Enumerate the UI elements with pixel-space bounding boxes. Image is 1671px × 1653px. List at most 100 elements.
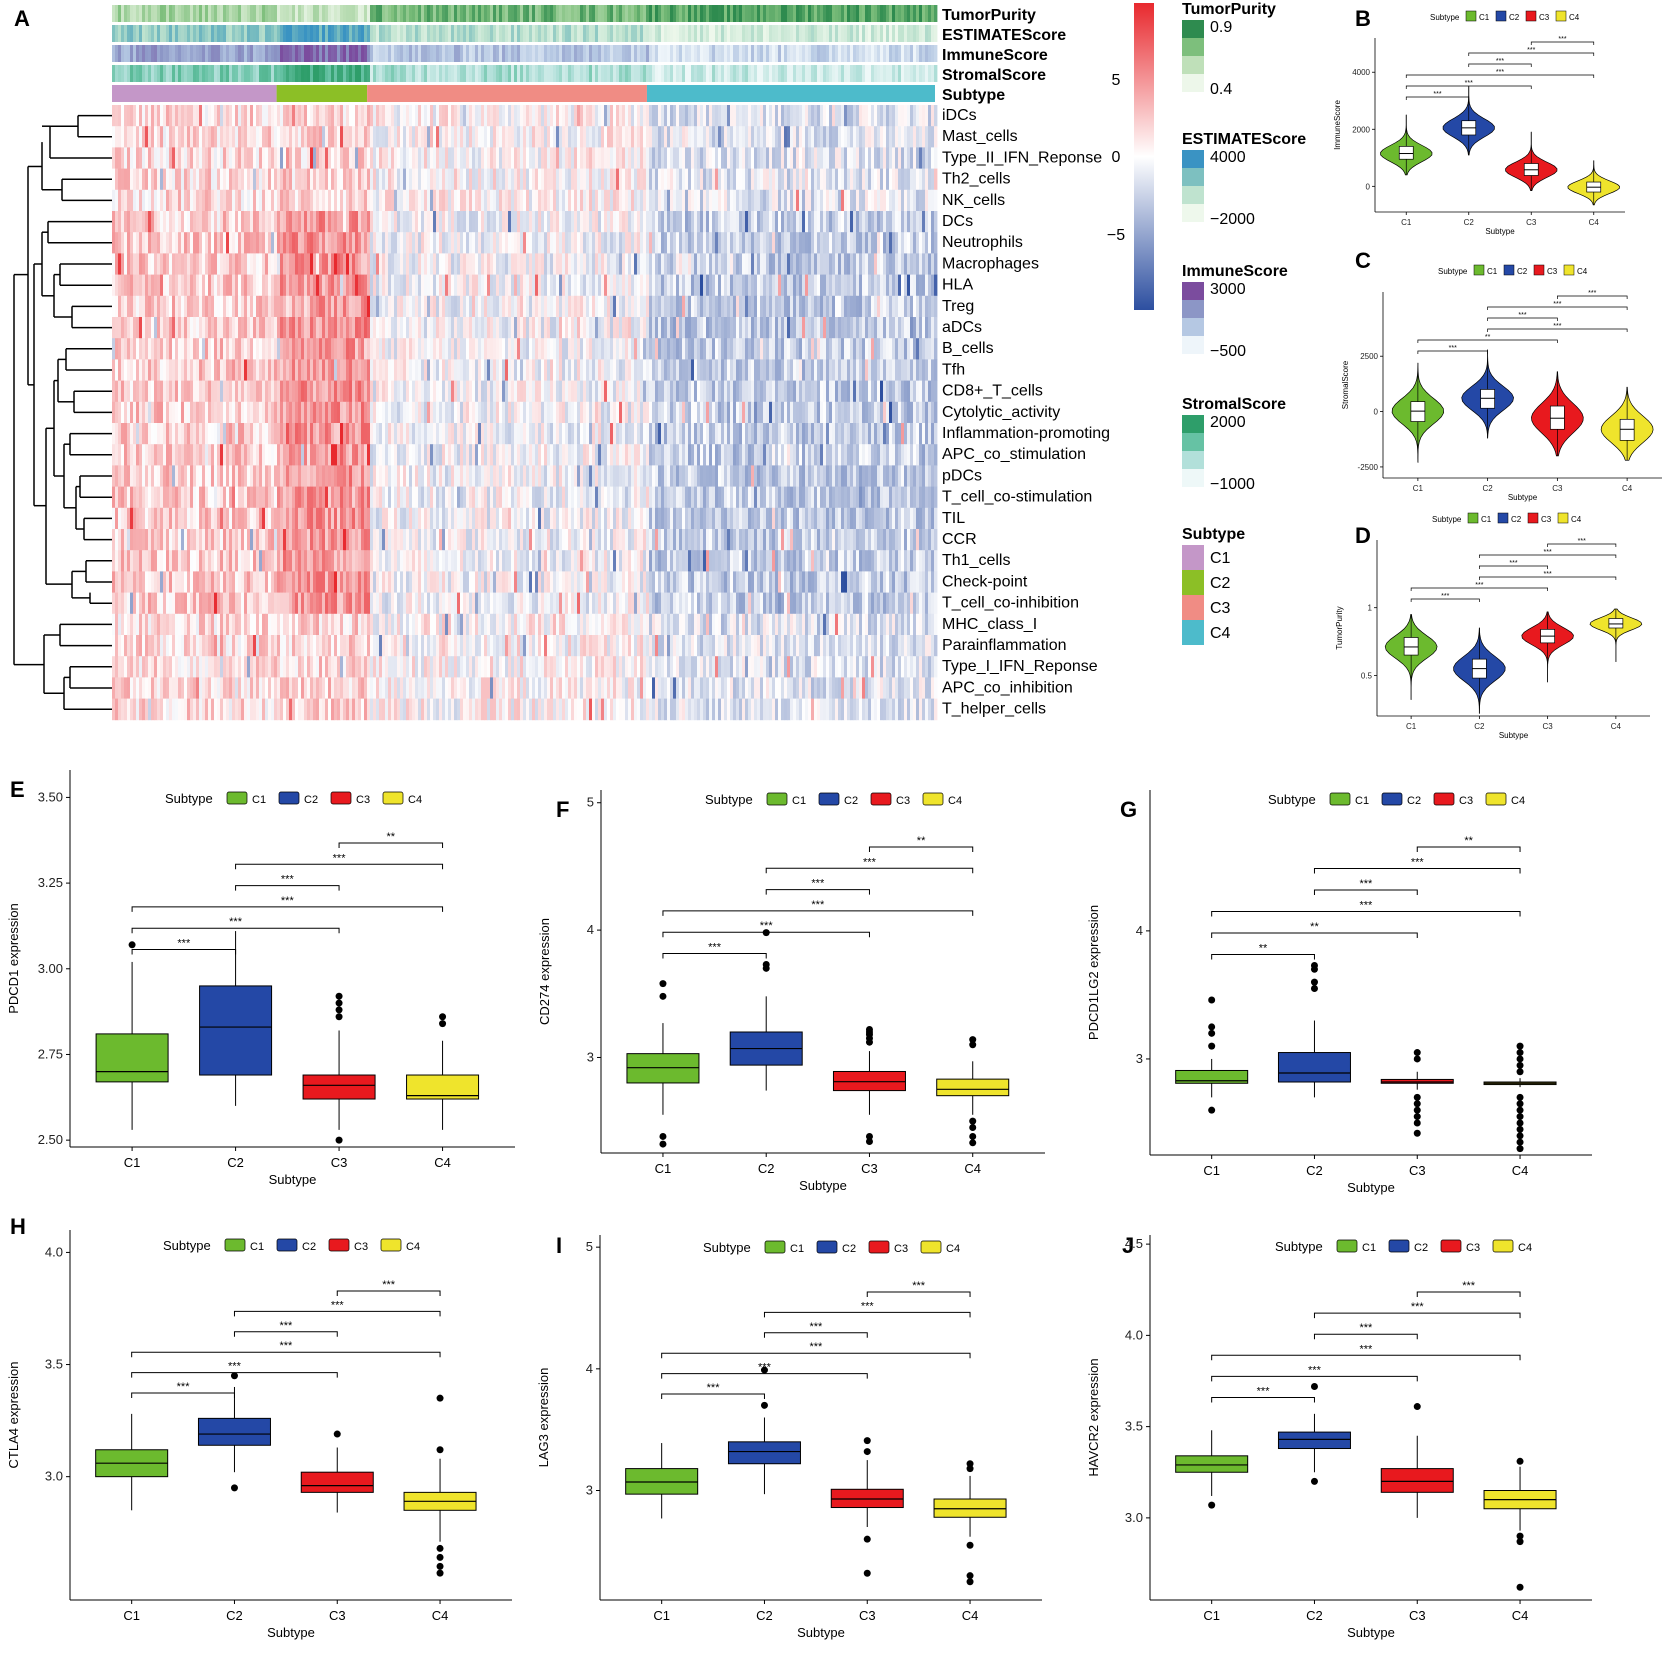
heatmap-cell — [160, 189, 164, 212]
heatmap-cell — [142, 147, 146, 169]
heatmap-cell — [484, 295, 488, 318]
heatmap-cell — [835, 189, 839, 212]
heatmap-cell — [820, 147, 824, 169]
heatmap-cell — [310, 105, 314, 127]
heatmap-cell — [466, 401, 470, 424]
heatmap-cell — [712, 189, 716, 212]
heatmap-cell — [331, 232, 335, 254]
heatmap-cell — [511, 338, 515, 360]
heatmap-cell — [166, 105, 170, 127]
heatmap-cell — [346, 380, 350, 403]
heatmap-cell — [790, 338, 794, 360]
heatmap-cell — [607, 295, 611, 318]
heatmap-cell — [229, 274, 233, 297]
heatmap-cell — [559, 295, 563, 318]
heatmap-cell — [880, 380, 884, 403]
heatmap-cell — [532, 126, 536, 148]
heatmap-cell — [517, 211, 521, 233]
heatmap-cell — [673, 359, 677, 381]
heatmap-cell — [580, 380, 584, 403]
heatmap-cell — [757, 274, 761, 297]
heatmap-cell — [880, 211, 884, 233]
heatmap-cell — [112, 486, 116, 509]
heatmap-cell — [865, 380, 869, 403]
heatmap-cell — [277, 359, 281, 381]
heatmap-cell — [247, 274, 251, 297]
heatmap-cell — [511, 189, 515, 212]
heatmap-cell — [370, 380, 374, 403]
heatmap-cell — [379, 295, 383, 318]
heatmap-cell — [352, 232, 356, 254]
heatmap-cell — [652, 274, 656, 297]
heatmap-cell — [334, 444, 338, 466]
heatmap-cell — [367, 317, 371, 339]
heatmap-cell — [223, 126, 227, 148]
heatmap-cell — [268, 232, 272, 254]
heatmap-cell — [331, 126, 335, 148]
heatmap-cell — [634, 295, 638, 318]
heatmap-cell — [235, 444, 239, 466]
heatmap-cell — [748, 189, 752, 212]
heatmap-cell — [178, 168, 182, 191]
heatmap-cell — [358, 423, 362, 445]
heatmap-cell — [415, 274, 419, 297]
heatmap-cell — [838, 338, 842, 360]
heatmap-cell — [556, 423, 560, 445]
heatmap-cell — [355, 105, 359, 127]
heatmap-cell — [535, 211, 539, 233]
heatmap-cell — [118, 338, 122, 360]
heatmap-cell — [529, 380, 533, 403]
heatmap-cell — [283, 359, 287, 381]
heatmap-cell — [847, 338, 851, 360]
heatmap-cell — [238, 126, 242, 148]
heatmap-cell — [163, 168, 167, 191]
heatmap-cell — [595, 274, 599, 297]
heatmap-cell — [736, 465, 740, 487]
heatmap-cell — [223, 253, 227, 275]
heatmap-cell — [190, 380, 194, 403]
heatmap-cell — [694, 359, 698, 381]
heatmap-cell — [787, 211, 791, 233]
heatmap-cell — [382, 253, 386, 275]
heatmap-cell — [232, 295, 236, 318]
heatmap-cell — [589, 359, 593, 381]
heatmap-cell — [703, 147, 707, 169]
heatmap-cell — [253, 105, 257, 127]
heatmap-cell — [685, 253, 689, 275]
heatmap-cell — [661, 147, 665, 169]
heatmap-cell — [586, 295, 590, 318]
heatmap-cell — [478, 274, 482, 297]
heatmap-cell — [235, 211, 239, 233]
heatmap-cell — [259, 444, 263, 466]
heatmap-cell — [388, 274, 392, 297]
heatmap-cell — [286, 147, 290, 169]
heatmap-cell — [808, 126, 812, 148]
heatmap-cell — [496, 147, 500, 169]
heatmap-cell — [442, 317, 446, 339]
heatmap-cell — [679, 317, 683, 339]
heatmap-cell — [244, 317, 248, 339]
heatmap-cell — [343, 211, 347, 233]
heatmap-cell — [283, 147, 287, 169]
heatmap-cell — [583, 444, 587, 466]
heatmap-cell — [757, 317, 761, 339]
heatmap-cell — [673, 189, 677, 212]
heatmap-cell — [769, 401, 773, 424]
heatmap-cell — [280, 126, 284, 148]
heatmap-cell — [238, 211, 242, 233]
heatmap-cell — [190, 189, 194, 212]
heatmap-cell — [238, 295, 242, 318]
heatmap-cell — [370, 274, 374, 297]
heatmap-cell — [751, 465, 755, 487]
heatmap-cell — [145, 253, 149, 275]
heatmap-cell — [679, 423, 683, 445]
heatmap-cell — [187, 168, 191, 191]
heatmap-cell — [550, 126, 554, 148]
heatmap-cell — [328, 423, 332, 445]
heatmap-cell — [124, 274, 128, 297]
heatmap-cell — [601, 105, 605, 127]
heatmap-cell — [160, 295, 164, 318]
heatmap-cell — [640, 380, 644, 403]
heatmap-cell — [454, 338, 458, 360]
heatmap-cell — [766, 465, 770, 487]
